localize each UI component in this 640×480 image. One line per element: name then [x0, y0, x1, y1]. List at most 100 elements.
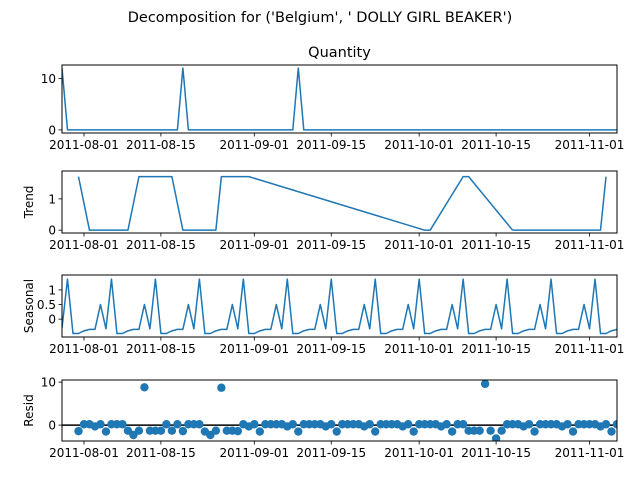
resid-point [447, 427, 457, 436]
resid-point [96, 420, 105, 429]
observed-axes-frame [61, 64, 618, 134]
observed-plot-area [62, 67, 617, 131]
observed-xtick-label: 2011-11-01 [555, 138, 625, 152]
resid-point [101, 427, 111, 436]
trend-xtick-label: 2011-10-01 [384, 238, 454, 252]
resid-point [524, 420, 534, 429]
trend-axes-frame [61, 170, 618, 234]
resid-point [601, 420, 611, 429]
trend-series-line [512, 176, 607, 231]
seasonal-xtick-label: 2011-11-01 [555, 342, 625, 356]
trend-xtick-label: 2011-09-01 [219, 238, 289, 252]
resid-point [403, 420, 413, 429]
observed-xtick-label: 2011-08-15 [126, 138, 196, 152]
seasonal-xtick-label: 2011-08-01 [49, 342, 119, 356]
resid-point [486, 426, 495, 435]
resid-point [530, 427, 539, 436]
observed-series-line [62, 67, 617, 131]
observed-panel: Quantity 0 10 2011-08-01 2011-08-15 2011-09-0… [41, 45, 625, 152]
resid-xtick-label: 2011-10-01 [384, 446, 454, 460]
resid-panel: Resid 0 10 2011-08-01 2011-08-15 2011-09-01 20… [22, 376, 640, 460]
resid-point [250, 420, 259, 429]
trend-xtick-label: 2011-08-01 [49, 238, 119, 252]
seasonal-ytick-label: 0.5 [37, 298, 56, 312]
resid-point [118, 420, 127, 429]
seasonal-xtick-label: 2011-09-01 [219, 342, 289, 356]
seasonal-xtick-label: 2011-10-15 [461, 342, 531, 356]
resid-point [173, 420, 182, 429]
resid-point [624, 420, 632, 428]
seasonal-series-line [62, 278, 617, 335]
resid-point [442, 420, 451, 429]
observed-title: Quantity [308, 45, 371, 61]
trend-series-line [77, 175, 514, 231]
observed-ytick-label: 0 [48, 123, 56, 137]
seasonal-ylabel: Seasonal [22, 279, 36, 333]
resid-point [156, 426, 166, 435]
resid-point [134, 426, 144, 435]
seasonal-ytick-label: 0 [48, 313, 56, 327]
resid-axes-frame [61, 379, 618, 442]
resid-xtick-label: 2011-11-01 [555, 446, 625, 460]
trend-xtick-label: 2011-10-15 [461, 238, 531, 252]
seasonal-plot-area [62, 278, 617, 335]
observed-xtick-label: 2011-09-01 [219, 138, 289, 152]
resid-xtick-label: 2011-09-15 [296, 446, 366, 460]
seasonal-axes-frame [61, 274, 618, 338]
resid-point [458, 420, 468, 429]
trend-ytick-label: 0 [48, 224, 56, 238]
seasonal-panel: Seasonal 00.51 2011-08-01 2011-08-15 2011-09… [22, 274, 625, 356]
resid-point [288, 420, 297, 429]
trend-plot-area [77, 175, 607, 231]
resid-point [607, 427, 616, 436]
trend-panel: Trend 0 1 2011-08-01 2011-08-15 2011-09-01 201… [22, 170, 625, 252]
resid-point [629, 420, 637, 428]
figure-suptitle: Decomposition for ('Belgium', ' DOLLY GI… [128, 10, 513, 26]
resid-point [497, 426, 506, 435]
resid-plot-area [62, 380, 640, 441]
observed-ytick-label: 10 [41, 72, 56, 86]
resid-xtick-label: 2011-10-15 [461, 446, 531, 460]
resid-xtick-label: 2011-09-01 [219, 446, 289, 460]
resid-point [255, 427, 265, 436]
resid-point [162, 420, 171, 429]
resid-point [475, 426, 484, 435]
resid-point [195, 420, 204, 429]
resid-point [233, 426, 243, 436]
resid-point [327, 420, 336, 429]
resid-point [480, 380, 490, 389]
observed-xtick-label: 2011-10-15 [461, 138, 531, 152]
resid-point [635, 422, 640, 430]
resid-point [211, 426, 221, 435]
resid-point [491, 434, 501, 441]
resid-xtick-label: 2011-08-15 [126, 446, 196, 460]
observed-xtick-label: 2011-09-15 [296, 138, 366, 152]
resid-point [365, 420, 374, 429]
trend-xtick-label: 2011-11-01 [555, 238, 625, 252]
resid-ylabel: Resid [22, 394, 36, 426]
resid-ytick-label: 10 [41, 376, 56, 390]
resid-xtick-label: 2011-08-01 [49, 446, 119, 460]
seasonal-xtick-label: 2011-10-01 [384, 342, 454, 356]
resid-point [167, 426, 177, 435]
trend-xtick-label: 2011-09-15 [296, 238, 366, 252]
resid-point [568, 427, 578, 436]
observed-xtick-label: 2011-10-01 [384, 138, 454, 152]
resid-point [371, 427, 380, 436]
resid-point [217, 383, 226, 392]
resid-point [178, 426, 188, 436]
trend-ytick-label: 1 [48, 192, 56, 206]
resid-point [294, 427, 303, 436]
resid-point [74, 426, 83, 436]
resid-point [140, 383, 149, 392]
seasonal-ytick-label: 1 [48, 283, 56, 297]
resid-point [612, 420, 617, 429]
trend-ylabel: Trend [22, 186, 36, 220]
resid-point [563, 420, 572, 429]
resid-point [618, 420, 626, 428]
trend-xtick-label: 2011-08-15 [126, 238, 196, 252]
resid-point [409, 427, 418, 436]
seasonal-xtick-label: 2011-08-15 [126, 342, 196, 356]
